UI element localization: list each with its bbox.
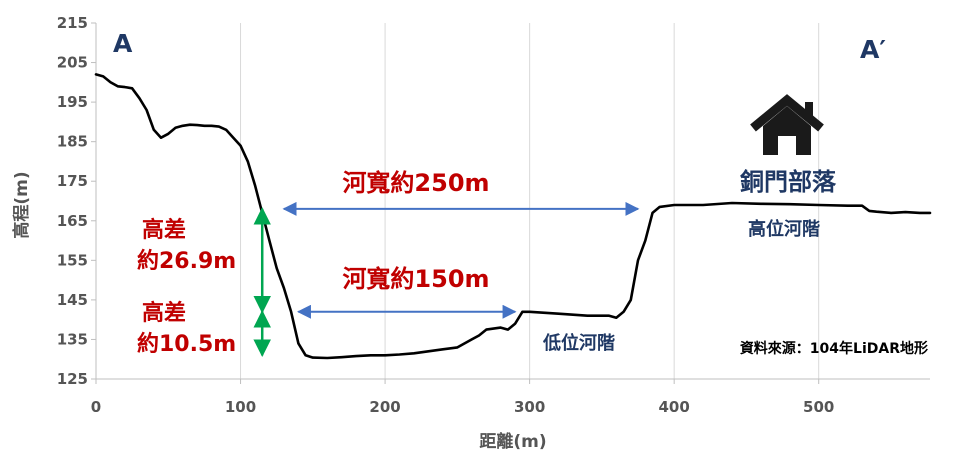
- y-tick-label: 215: [57, 14, 88, 32]
- y-tick-label: 145: [57, 291, 88, 309]
- elevation-series-line: [94, 73, 932, 360]
- low-terrace-label: 低位河階: [542, 332, 615, 354]
- x-tick-label: 500: [803, 398, 834, 416]
- y-tick-label: 195: [57, 93, 88, 111]
- height-diff-top-line2: 約26.9m: [137, 248, 236, 274]
- x-tick-label: 100: [225, 398, 256, 416]
- y-tick-label: 165: [57, 212, 88, 230]
- y-tick-label: 135: [57, 330, 88, 348]
- source-label: 資料來源：104年LiDAR地形: [740, 340, 928, 357]
- height-diff-bottom-line2: 約10.5m: [137, 331, 236, 357]
- high-terrace-label: 高位河階: [748, 218, 820, 240]
- x-tick-label: 0: [91, 398, 101, 416]
- series-layer: [94, 73, 932, 360]
- label-a: A: [113, 29, 133, 58]
- axes: 125 135 145 155 165 175 185 195 205 215 0 100 200 300…: [57, 14, 930, 416]
- height-diff-bottom-line1: 高差: [142, 300, 186, 326]
- river-width-high-label: 河寬約250m: [342, 169, 489, 197]
- label-a-prime: A′: [860, 35, 886, 64]
- village-label: 銅門部落: [740, 168, 837, 196]
- river-width-low-label: 河寬約150m: [342, 265, 489, 293]
- y-tick-label: 155: [57, 251, 88, 269]
- y-tick-label: 205: [57, 54, 88, 72]
- x-tick-label: 400: [659, 398, 690, 416]
- y-tick-label: 125: [57, 370, 88, 388]
- house-icon: [750, 94, 824, 155]
- x-axis-title: 距離(m): [479, 431, 546, 452]
- arrows-layer: [253, 201, 640, 358]
- x-tick-label: 300: [514, 398, 545, 416]
- y-tick-label: 185: [57, 133, 88, 151]
- y-tick-label: 175: [57, 172, 88, 190]
- y-axis-title: 高程(m): [11, 171, 32, 238]
- grid-lines: [240, 23, 820, 379]
- height-diff-top-line1: 高差: [142, 217, 186, 243]
- x-tick-label: 200: [369, 398, 400, 416]
